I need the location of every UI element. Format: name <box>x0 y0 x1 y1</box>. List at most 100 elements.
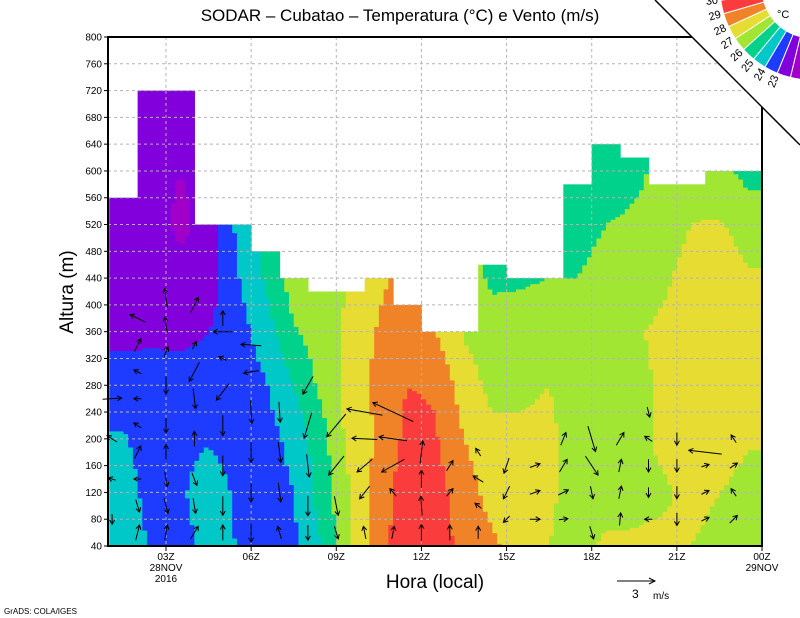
contour-fill <box>738 170 744 180</box>
contour-fill <box>634 527 640 547</box>
contour-fill <box>714 497 721 547</box>
temperature-contour-fills <box>109 90 763 547</box>
wind-vector <box>419 439 426 464</box>
contour-fill <box>596 237 602 542</box>
contour-fill <box>341 428 347 547</box>
wind-vector <box>302 376 314 395</box>
contour-fill <box>199 339 205 453</box>
y-tick-label: 40 <box>91 542 103 553</box>
contour-fill <box>709 219 716 507</box>
contour-fill <box>686 229 692 547</box>
contour-fill <box>251 345 257 547</box>
contour-fill <box>544 278 550 389</box>
contour-fill <box>236 224 243 279</box>
contour-fill <box>156 347 162 547</box>
contour-fill <box>184 497 191 547</box>
y-tick-label: 480 <box>85 247 102 258</box>
contour-fill <box>478 379 484 496</box>
contour-fill <box>752 189 758 268</box>
contour-fill <box>520 409 527 547</box>
contour-fill <box>530 278 536 285</box>
contour-fill <box>454 331 460 405</box>
contour-fill <box>175 350 181 547</box>
contour-fill <box>586 256 593 547</box>
wind-vector <box>687 447 722 455</box>
contour-fill <box>128 446 134 547</box>
contour-fill <box>662 184 668 301</box>
wind-vector <box>277 482 284 503</box>
contour-fill <box>605 144 612 223</box>
contour-fill <box>577 184 583 274</box>
colorbar-label: 30 <box>705 0 719 8</box>
contour-fill <box>478 495 484 547</box>
contour-fill <box>667 484 673 507</box>
wind-vector <box>529 462 541 468</box>
contour-fill <box>610 219 616 531</box>
contour-fill <box>558 278 564 547</box>
contour-fill <box>288 278 295 314</box>
contour-fill <box>705 513 711 547</box>
x-tick-date: 28NOV <box>150 563 183 574</box>
contour-fill <box>175 178 181 242</box>
contour-fill <box>298 278 304 335</box>
contour-fill <box>553 278 560 424</box>
contour-fill <box>549 278 555 397</box>
colorbar-segment <box>720 0 765 15</box>
contour-fill <box>747 449 754 547</box>
contour-fill <box>539 278 546 282</box>
wind-vector <box>645 406 652 419</box>
wind-vector <box>446 459 454 471</box>
wind-vector <box>326 413 347 438</box>
wind-vector <box>730 487 737 497</box>
contour-fill <box>393 304 399 472</box>
wind-vector <box>190 296 199 313</box>
contour-fill <box>695 184 702 223</box>
contour-fill <box>700 219 706 526</box>
contour-fill <box>137 90 143 352</box>
wind-vector <box>643 435 653 442</box>
wind-vector <box>617 511 624 526</box>
wind-vector <box>333 496 341 517</box>
x-tick-label: 03Z <box>157 552 174 563</box>
wind-vector <box>163 417 169 434</box>
contour-fill <box>709 505 716 547</box>
y-tick-label: 560 <box>85 193 102 204</box>
contour-fill <box>331 513 337 547</box>
contour-fill <box>752 170 758 191</box>
wind-vector <box>328 455 345 476</box>
contour-fill <box>317 291 323 400</box>
contour-fill <box>482 393 489 512</box>
contour-fill <box>525 278 531 287</box>
contour-fill <box>260 371 266 547</box>
wind-vector <box>502 485 511 500</box>
wind-vector <box>529 516 541 523</box>
contour-fill <box>303 278 309 346</box>
contour-fill <box>180 90 186 180</box>
contour-fill <box>118 350 125 432</box>
contour-fill <box>445 489 451 547</box>
y-tick-label: 520 <box>85 220 102 231</box>
contour-fill <box>407 387 413 547</box>
y-tick-label: 80 <box>91 515 103 526</box>
wind-vector <box>617 485 624 499</box>
contour-fill <box>369 457 375 547</box>
contour-fill <box>534 283 541 400</box>
wind-vector <box>162 316 169 333</box>
contour-fill <box>284 465 290 547</box>
contour-fill <box>180 243 186 352</box>
contour-fill <box>676 184 683 258</box>
contour-fill <box>634 197 640 528</box>
contour-fill <box>700 524 706 547</box>
contour-fill <box>113 430 120 547</box>
contour-fill <box>421 398 427 547</box>
wind-vector <box>474 502 482 509</box>
contour-fill <box>719 221 725 491</box>
contour-fill <box>445 363 451 491</box>
wind-vector <box>248 442 255 464</box>
contour-fill <box>374 278 380 327</box>
wind-vector <box>446 523 453 541</box>
contour-fill <box>203 224 210 335</box>
contour-fill <box>421 331 427 400</box>
contour-fill <box>572 278 579 547</box>
